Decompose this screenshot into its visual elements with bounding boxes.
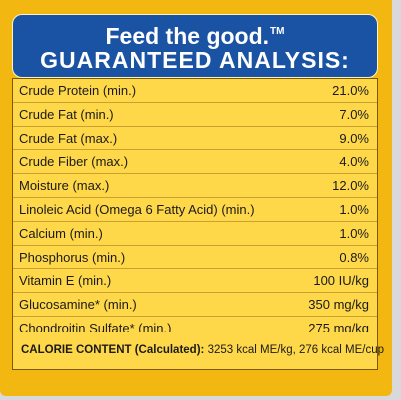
nutrient-value: 1.0% [339,201,369,217]
nutrient-name: Glucosamine* (min.) [19,297,137,313]
nutrient-value: 0.8% [339,249,369,265]
nutrient-name: Linoleic Acid (Omega 6 Fatty Acid) (min.… [19,201,255,217]
nutrient-name: Calcium (min.) [19,225,103,241]
table-row: Crude Fiber (max.) 4.0% [13,150,377,175]
nutrient-value: 21.0% [332,83,369,98]
trademark-mark: TM [270,26,285,37]
nutrient-name: Crude Fiber (max.) [19,154,129,170]
nutrient-value: 9.0% [339,130,369,146]
table-row: Crude Fat (min.) 7.0% [13,102,377,127]
nutrient-name: Phosphorus (min.) [19,249,126,265]
nutrient-name: Moisture (max.) [19,178,110,194]
header-banner: Feed the good.TM GUARANTEED ANALYSIS: [12,14,378,78]
table-row: Calcium (min.) 1.0% [13,221,377,246]
table-row: Moisture (max.) 12.0% [13,174,377,198]
nutrient-value: 1.0% [339,225,369,241]
calorie-value: 3253 kcal ME/kg, 276 kcal ME/cup [207,344,384,356]
nutrient-name: Vitamin E (min.) [19,273,112,289]
nutrient-name: Crude Fat (max.) [19,130,118,146]
nutrient-name: Crude Protein (min.) [19,83,137,98]
nutrient-name: Crude Fat (min.) [19,106,114,122]
nutrient-value: 350 mg/kg [308,297,369,313]
tagline-text: Feed the good. [105,23,270,49]
table-row: Glucosamine* (min.) 350 mg/kg [13,293,377,317]
page-title: GUARANTEED ANALYSIS: [40,47,350,73]
nutrient-value: 12.0% [332,178,369,194]
analysis-table: Crude Protein (min.) 21.0% Crude Fat (mi… [12,78,378,341]
calorie-label: CALORIE CONTENT (Calculated): [21,344,205,356]
table-row: Crude Protein (min.) 21.0% [13,79,377,103]
nutrient-value: 7.0% [339,106,369,122]
nutrient-value: 4.0% [339,154,369,170]
tagline: Feed the good.TM [13,19,377,49]
table-row: Crude Fat (max.) 9.0% [13,126,377,151]
analysis-panel: Feed the good.TM GUARANTEED ANALYSIS: Cr… [0,0,392,396]
table-row: Linoleic Acid (Omega 6 Fatty Acid) (min.… [13,197,377,222]
calorie-content: CALORIE CONTENT (Calculated): 3253 kcal … [12,332,384,370]
calorie-line: CALORIE CONTENT (Calculated): 3253 kcal … [21,344,384,356]
nutrient-value: 100 IU/kg [313,273,369,289]
table-row: Phosphorus (min.) 0.8% [13,245,377,270]
table-row: Vitamin E (min.) 100 IU/kg [13,269,377,294]
